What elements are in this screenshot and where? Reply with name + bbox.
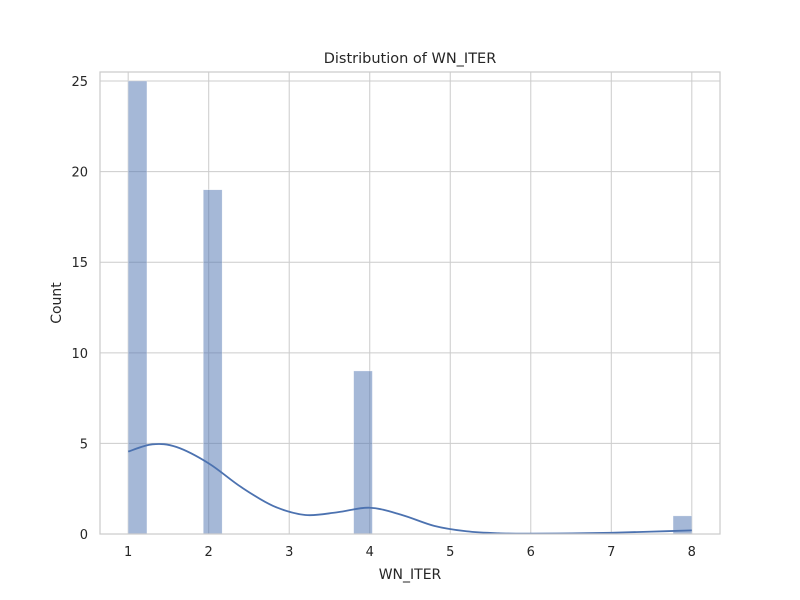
x-tick-label: 2 xyxy=(205,545,213,560)
x-tick-label: 8 xyxy=(688,545,696,560)
x-tick-label: 7 xyxy=(607,545,615,560)
chart-title: Distribution of WN_ITER xyxy=(324,51,497,67)
histogram-bar xyxy=(127,80,148,535)
y-tick-label: 15 xyxy=(71,256,88,271)
y-tick-label: 20 xyxy=(71,166,88,181)
y-axis-label: Count xyxy=(49,282,65,324)
x-tick-label: 4 xyxy=(366,545,374,560)
x-tick-label: 1 xyxy=(124,545,132,560)
y-tick-label: 5 xyxy=(80,437,88,452)
x-tick-label: 5 xyxy=(446,545,454,560)
y-tick-label: 10 xyxy=(71,347,88,362)
y-tick-label: 25 xyxy=(71,75,88,90)
grid-layer xyxy=(100,72,720,535)
histogram-bar xyxy=(203,189,223,535)
x-tick-label: 6 xyxy=(527,545,535,560)
x-axis-label: WN_ITER xyxy=(379,567,442,583)
x-tick-label: 3 xyxy=(285,545,293,560)
tick-label-layer: 1 2 3 4 5 6 7 8 0 5 10 15 20 25 xyxy=(71,75,696,560)
plot-frame xyxy=(99,71,721,535)
y-tick-label: 0 xyxy=(80,528,88,543)
